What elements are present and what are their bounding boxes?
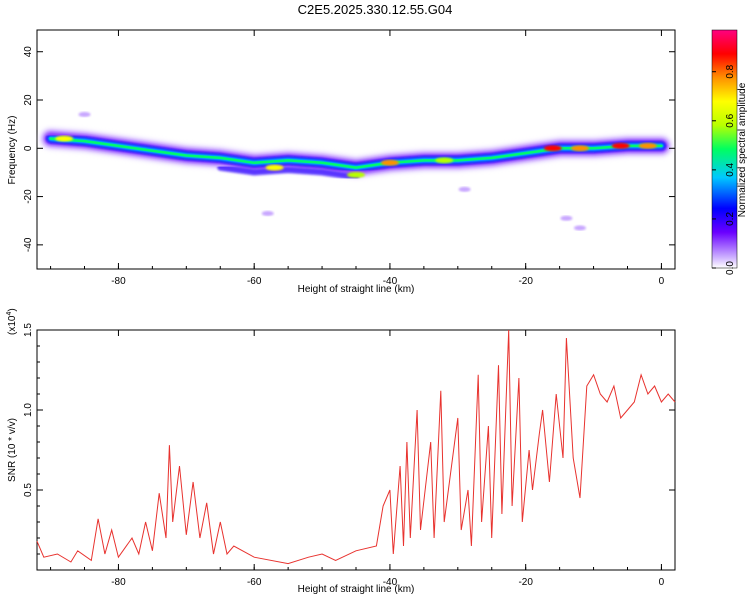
ridge-lower-branch	[217, 164, 359, 181]
spec-y-tick-label: -40	[23, 237, 34, 252]
hot-spot-4	[435, 157, 454, 164]
colorbar: 0.0 0.2 0.4 0.6 0.8 Normalized spectral ampl…	[711, 29, 748, 275]
colorbar-tick-label: 0.4	[725, 162, 736, 176]
snr-multiplier-base: (x10	[7, 315, 18, 335]
spec-x-tick-label: -80	[111, 276, 126, 287]
snr-axes: -80 -60 -40 -20 0 0.5 1.0 1.5	[23, 323, 675, 588]
spec-x-tick-label: 0	[659, 276, 665, 287]
spec-x-tick-label: -20	[518, 276, 533, 287]
spec-y-tick-label: 0	[23, 145, 34, 151]
colorbar-gradient	[711, 29, 738, 269]
colorbar-tick-label: 0.2	[725, 212, 736, 226]
snr-y-tick-label: 1.5	[23, 323, 34, 337]
spectrogram-marks	[39, 111, 673, 231]
hot-spot-0	[55, 135, 74, 142]
colorbar-tick-label: 0.6	[725, 113, 736, 127]
snr-y-multiplier: (x104)	[6, 308, 18, 335]
snr-x-tick-label: -80	[111, 577, 126, 588]
snr-x-tick-label: -40	[383, 577, 398, 588]
spectrogram-panel: -80 -60 -40 -20 0 40 20 0 -20 -40 Height of strai…	[7, 29, 676, 295]
spec-y-tick-label: 20	[23, 94, 34, 106]
snr-y-tick-label: 0.5	[23, 483, 34, 497]
snr-x-tick-label: -60	[247, 577, 262, 588]
snr-panel: -80 -60 -40 -20 0 0.5 1.0 1.5 Height of straigh…	[6, 308, 676, 595]
snr-marks	[36, 329, 676, 565]
snr-series-line	[36, 329, 676, 565]
hot-spot-7	[611, 142, 630, 149]
snr-frame	[36, 329, 676, 571]
faint-spot-1	[560, 215, 573, 221]
snr-multiplier-close: )	[7, 308, 18, 311]
colorbar-ticks: 0.0 0.2 0.4 0.6 0.8	[712, 64, 736, 275]
spectrogram-axes: -80 -60 -40 -20 0 40 20 0 -20 -40	[23, 30, 675, 287]
spec-x-tick-label: -60	[247, 276, 262, 287]
snr-x-label: Height of straight line (km)	[298, 584, 415, 595]
faint-spot-0	[458, 186, 471, 192]
spec-y-tick-label: -20	[23, 189, 34, 204]
chart-title: C2E5.2025.330.12.55.G04	[297, 2, 453, 17]
colorbar-label: Normalized spectral amplitude	[737, 82, 748, 217]
snr-multiplier-exponent: 4	[6, 312, 13, 316]
hot-spot-1	[265, 164, 284, 171]
hot-spot-8	[638, 142, 657, 149]
hot-spot-2	[347, 171, 365, 178]
faint-spot-3	[261, 210, 274, 216]
faint-spot-4	[78, 111, 91, 117]
snr-x-tick-label: -20	[518, 577, 533, 588]
spectrogram-x-label: Height of straight line (km)	[298, 284, 415, 295]
hot-spot-5	[543, 145, 562, 152]
snr-x-tick-label: 0	[659, 577, 665, 588]
colorbar-tick-label: 0.0	[725, 261, 736, 275]
hot-spot-3	[380, 159, 399, 166]
colorbar-tick-label: 0.8	[725, 64, 736, 78]
snr-y-tick-label: 1.0	[23, 403, 34, 417]
snr-y-label: SNR (10 * v/v)	[7, 418, 18, 482]
hot-spot-6	[570, 145, 589, 152]
faint-spot-2	[573, 225, 586, 231]
spectrogram-y-label: Frequency (Hz)	[7, 116, 18, 185]
spec-x-tick-label: -40	[383, 276, 398, 287]
spec-y-tick-label: 40	[23, 46, 34, 58]
